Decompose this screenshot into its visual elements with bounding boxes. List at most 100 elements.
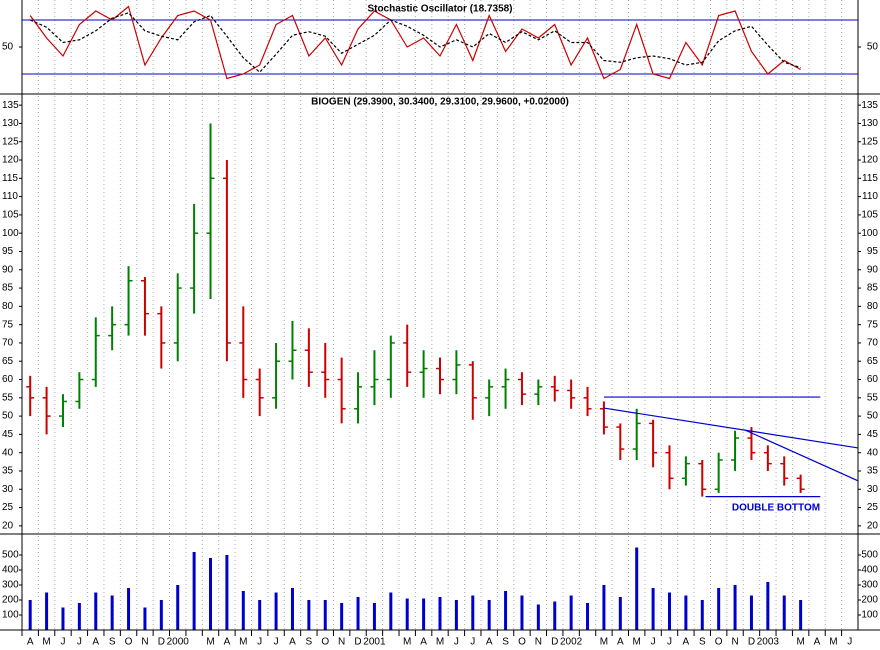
volume-bar (389, 592, 393, 630)
y-tick-label: 45 (867, 429, 879, 440)
x-tick-label: A (420, 637, 427, 648)
x-tick-label: D (748, 637, 755, 648)
x-tick-label: M (796, 637, 804, 648)
volume-bar (307, 600, 311, 630)
x-tick-label: M (206, 637, 214, 648)
y-tick-label: 400 (2, 565, 19, 576)
y-tick-label: 25 (2, 502, 14, 513)
x-tick-label: S (502, 637, 509, 648)
x-tick-label: O (125, 637, 133, 648)
volume-bar (635, 547, 639, 630)
volume-bar (176, 585, 180, 630)
x-tick-label: D (551, 637, 558, 648)
x-tick-label: O (518, 637, 526, 648)
y-tick-label: 85 (2, 283, 14, 294)
volume-bar (487, 600, 491, 630)
volume-bar (77, 603, 81, 630)
y-tick-label: 65 (2, 356, 14, 367)
y-tick-label: 50 (2, 411, 14, 422)
y-tick-label: 135 (2, 100, 19, 111)
y-tick-label: 40 (2, 447, 14, 458)
y-tick-label: 100 (861, 610, 878, 621)
x-tick-label: 2000 (167, 637, 190, 648)
grid (21, 0, 843, 630)
marks (22, 5, 859, 630)
y-tick-label: 85 (867, 283, 879, 294)
trend-line (744, 429, 859, 482)
x-tick-label: 2001 (363, 637, 386, 648)
volume-bar (127, 588, 131, 630)
y-tick-label: 125 (2, 136, 19, 147)
volume-bar (192, 552, 196, 630)
y-tick-label: 40 (867, 447, 879, 458)
y-tick-label: 75 (867, 319, 879, 330)
x-tick-label: A (814, 637, 821, 648)
y-tick-label: 70 (2, 338, 14, 349)
y-tick-label: 30 (2, 484, 14, 495)
x-tick-label: S (699, 637, 706, 648)
y-tick-label: 300 (2, 580, 19, 591)
x-tick-label: S (109, 637, 116, 648)
y-tick-label: 115 (862, 173, 878, 184)
y-tick-label: 50 (2, 42, 14, 53)
volume-bar (569, 595, 573, 630)
annotation: DOUBLE BOTTOM (732, 503, 820, 514)
x-tick-label: A (486, 637, 493, 648)
volume-bar (799, 600, 803, 630)
volume-bar (110, 595, 114, 630)
stochastic-line (29, 5, 801, 80)
y-tick-label: 60 (2, 374, 14, 385)
volume-bar (749, 595, 753, 630)
volume-bar (340, 603, 344, 630)
x-tick-label: O (715, 637, 723, 648)
y-tick-label: 120 (861, 155, 878, 166)
y-tick-label: 95 (867, 246, 879, 257)
x-tick-label: S (306, 637, 313, 648)
x-tick-label: J (274, 637, 279, 648)
y-tick-label: 95 (2, 246, 14, 257)
volume-bar (241, 591, 245, 630)
y-tick-label: 75 (2, 319, 14, 330)
x-tick-label: M (403, 637, 411, 648)
x-tick-label: A (224, 637, 231, 648)
volume-bar (684, 595, 688, 630)
volume-bar (422, 598, 426, 630)
x-tick-label: A (617, 637, 624, 648)
volume-bar (651, 588, 655, 630)
volume-bar (290, 588, 294, 630)
y-tick-label: 200 (861, 595, 878, 606)
y-tick-label: 90 (2, 264, 14, 275)
volume-bar (700, 600, 704, 630)
volume-bar (667, 592, 671, 630)
volume-bar (61, 607, 65, 630)
stochastic-line (29, 12, 801, 74)
y-tick-label: 80 (2, 301, 14, 312)
y-tick-label: 500 (2, 550, 19, 561)
y-tick-label: 65 (867, 356, 879, 367)
x-tick-label: N (535, 637, 542, 648)
volume-bar (536, 604, 540, 630)
volume-bar (766, 582, 770, 630)
volume-bar (143, 607, 147, 630)
x-tick-label: J (77, 637, 82, 648)
volume-bar (209, 558, 213, 630)
y-tick-label: 60 (867, 374, 879, 385)
x-tick-label: J (667, 637, 672, 648)
x-tick-label: 2003 (757, 637, 780, 648)
y-tick-label: 70 (867, 338, 879, 349)
y-tick-label: 300 (861, 580, 878, 591)
y-tick-label: 30 (867, 484, 879, 495)
y-tick-label: 105 (2, 210, 19, 221)
volume-bar (586, 603, 590, 630)
x-tick-label: 2002 (560, 637, 583, 648)
y-tick-label: 55 (867, 392, 879, 403)
y-tick-label: 20 (2, 520, 14, 531)
x-tick-label: J (60, 637, 65, 648)
trend-line (603, 407, 859, 449)
y-tick-label: 80 (867, 301, 879, 312)
volume-bar (733, 585, 737, 630)
y-tick-label: 125 (861, 136, 878, 147)
